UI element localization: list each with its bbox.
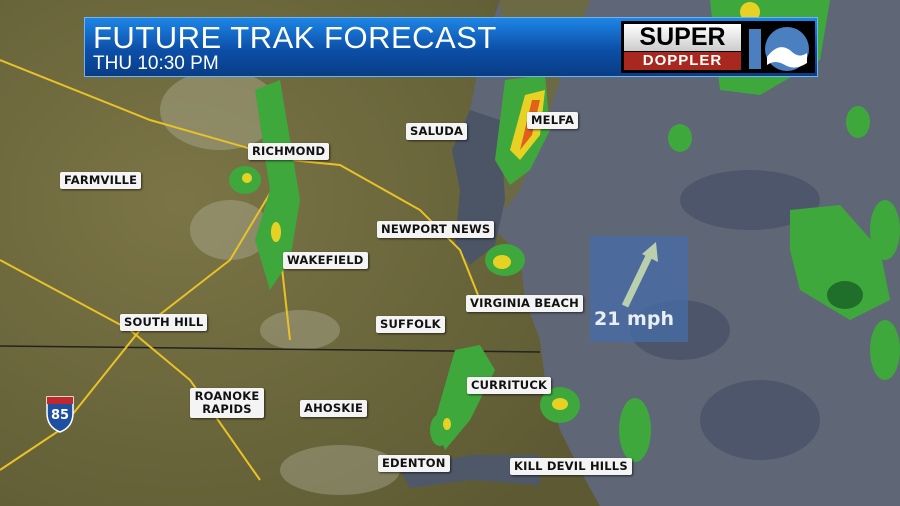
interstate-number: 85 — [50, 408, 70, 423]
super-doppler-10-logo: SUPER DOPPLER — [621, 21, 815, 73]
city-label-newport-news: NEWPORT NEWS — [377, 221, 495, 238]
logo-super-text: SUPER — [624, 24, 741, 51]
city-label-melfa: MELFA — [527, 112, 579, 129]
interstate-shield-icon: 85 — [45, 395, 75, 437]
forecast-time: THU 10:30 PM — [93, 53, 219, 74]
channel-10-wave-logo-icon — [749, 27, 809, 71]
city-label-richmond: RICHMOND — [248, 143, 330, 160]
city-label-saluda: SALUDA — [406, 123, 468, 140]
city-label-farmville: FARMVILLE — [60, 172, 142, 189]
city-label-currituck: CURRITUCK — [467, 377, 552, 394]
wind-speed: 21 mph — [594, 308, 674, 330]
state-line — [0, 345, 541, 353]
city-label-roanoke-rapids: ROANOKE RAPIDS — [190, 388, 264, 418]
logo-doppler-text: DOPPLER — [624, 52, 741, 70]
page-title: FUTURE TRAK FORECAST — [93, 20, 497, 55]
city-label-kill-devil-hills: KILL DEVIL HILLS — [510, 458, 632, 475]
city-label-edenton: EDENTON — [378, 455, 450, 472]
city-label-south-hill: SOUTH HILL — [120, 314, 208, 331]
city-label-suffolk: SUFFOLK — [376, 316, 445, 333]
clouds — [160, 70, 400, 495]
forecast-header: FUTURE TRAK FORECAST THU 10:30 PM SUPER … — [84, 17, 818, 77]
city-label-ahoskie: AHOSKIE — [300, 400, 368, 417]
city-label-wakefield: WAKEFIELD — [283, 252, 368, 269]
wind-arrow-icon — [621, 242, 658, 308]
city-label-virginia-beach: VIRGINIA BEACH — [466, 295, 583, 312]
wind-indicator: 21 mph — [590, 236, 688, 342]
